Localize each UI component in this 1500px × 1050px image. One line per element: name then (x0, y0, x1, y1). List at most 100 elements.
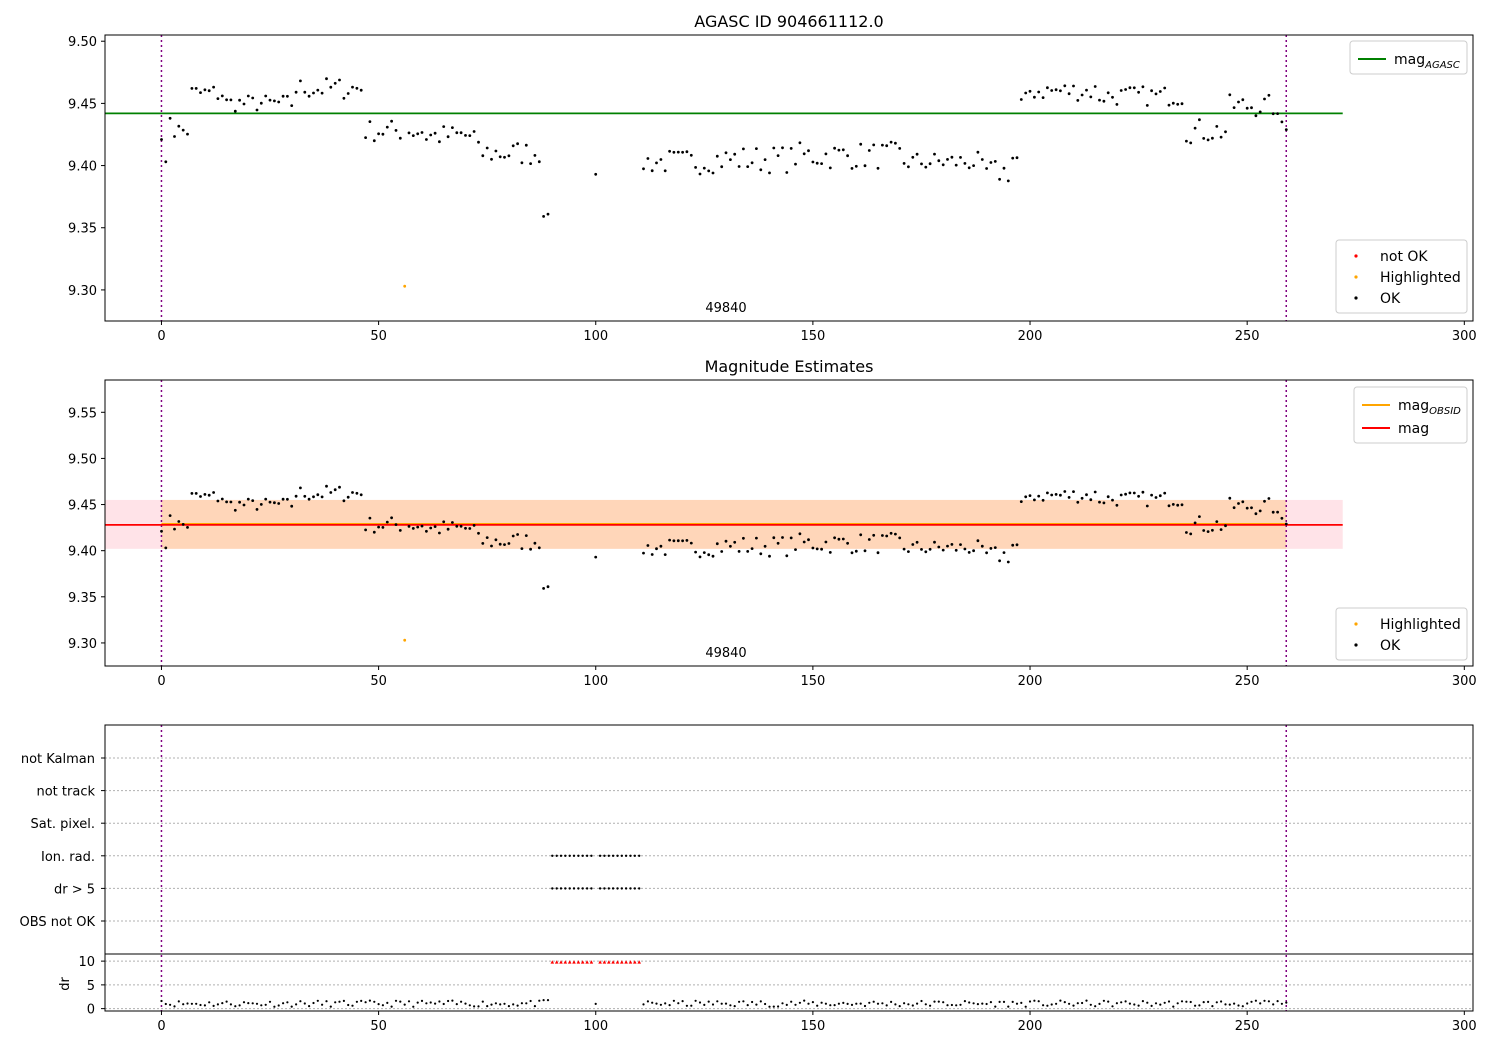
dr-point (1033, 999, 1036, 1002)
panel-1-y-tick-label: 9.50 (68, 35, 97, 50)
panel-2-ok-point (420, 524, 424, 528)
panel-1-ok-point (698, 172, 702, 176)
dr-point (1107, 1000, 1110, 1003)
dr-point (816, 1004, 819, 1007)
panel-1-ok-point (268, 98, 272, 102)
flag-point (611, 854, 615, 857)
panel-2-ok-point (1263, 499, 1266, 503)
panel-1-ok-point (372, 139, 376, 143)
dr-point (464, 1002, 467, 1005)
panel-1-ok-point (1150, 89, 1153, 93)
dr-point (525, 1002, 528, 1005)
panel-1-ok-point (503, 155, 506, 159)
dr-point (1237, 1004, 1240, 1007)
dr-point (242, 1001, 246, 1004)
panel-1-ok-point (1059, 89, 1062, 93)
panel-1-ok-point (246, 94, 250, 98)
dr-point (468, 1004, 471, 1007)
panel-2-ok-point (1128, 491, 1132, 495)
panel-1-ok-point (1232, 106, 1236, 109)
panel-1-ok-point (238, 98, 242, 102)
dr-point (1250, 1000, 1253, 1003)
flag-point (564, 854, 567, 857)
panel-2-ok-point (246, 497, 250, 501)
dr-point (364, 1001, 367, 1004)
panel-1-x-tick-label: 100 (583, 329, 608, 344)
panel-1-ok-point (759, 168, 763, 172)
dr-point (403, 1003, 406, 1006)
dr-point (1137, 1004, 1140, 1007)
panel-1-ok-point (946, 158, 949, 161)
dr-point (690, 1004, 693, 1007)
panel-1-ok-point (685, 150, 689, 154)
panel-2-ok-point (841, 537, 845, 541)
dr-point (1272, 1003, 1275, 1006)
panel-1-ok-point (1145, 104, 1149, 107)
panel-1-ok-point (920, 162, 923, 166)
panel-2-ok-point (759, 552, 763, 556)
dr-point (1241, 1005, 1244, 1008)
panel-2-ok-point (537, 546, 541, 550)
panel-2-x-tick-label: 250 (1235, 674, 1260, 689)
panel-2-ok-point (385, 520, 389, 524)
panel-1-point-legend: not OK Highlighted OK (1335, 239, 1468, 314)
panel-2-ok-point (707, 553, 711, 557)
dr-point (160, 999, 163, 1003)
panel-1-ok-point (516, 142, 519, 146)
panel-2-ok-point (1067, 496, 1071, 499)
panel-1-ok-point (989, 161, 993, 164)
panel-1-ok-point (472, 130, 476, 133)
panel-1-ok-point (1128, 86, 1132, 90)
panel-2-ok-point (220, 497, 224, 501)
dr-point (460, 1000, 463, 1003)
dr-point (698, 1001, 702, 1004)
panel-2-ok-point (867, 538, 871, 541)
panel-2-ok-point (203, 493, 207, 496)
panel-3-x-tick-label: 0 (157, 1019, 165, 1034)
dr-clipped-marker (567, 960, 572, 964)
panel-1-ok-point (1237, 100, 1240, 104)
magnitude-estimates-panel: Magnitude Estimates 0 50 100 150 200 250 300 9.… (68, 357, 1477, 689)
panel-2-ok-point (833, 536, 836, 540)
dr-point (876, 1002, 880, 1005)
panel-2-ok-point (854, 549, 858, 553)
panel-2-ok-point (164, 546, 168, 550)
panel-1-ok-point (1250, 106, 1253, 110)
panel-2-x-tick-label: 200 (1018, 674, 1043, 689)
panel-1-ok-point (451, 126, 454, 129)
dr-clipped-marker (554, 960, 559, 964)
panel-2-ok-point (181, 523, 185, 526)
panel-2-ok-point (451, 521, 454, 524)
panel-1-line-legend: magAGASC (1349, 40, 1468, 75)
dr-point (924, 1003, 927, 1006)
panel-2-ok-point (820, 547, 823, 551)
panel-2-ok-point (807, 538, 810, 542)
dr-point (890, 1000, 893, 1004)
panel-1-ok-point (781, 146, 784, 150)
panel-2-ok-point (481, 542, 485, 545)
dr-point (546, 999, 550, 1002)
panel-1-ok-point (325, 77, 328, 81)
dr-point (377, 1003, 380, 1006)
panel-1-ok-point (655, 161, 658, 165)
dr-point (959, 1003, 962, 1006)
panel-2-ok-point (516, 533, 519, 536)
panel-1-ok-point (876, 166, 880, 170)
panel-1-ok-point (511, 144, 515, 148)
panel-2-ok-point (1232, 506, 1236, 510)
panel-2-ok-point (976, 539, 980, 543)
panel-2-ok-point (798, 532, 802, 536)
panel-2-ok-point (1041, 498, 1045, 502)
panel-2-ok-point (881, 534, 884, 537)
flag-point (624, 887, 628, 890)
panel-2-ok-point (199, 495, 202, 498)
flag-point (620, 887, 623, 890)
dr-point (438, 1000, 441, 1003)
panel-1-ok-point (707, 169, 711, 173)
panel-1-ok-point (933, 152, 936, 156)
panel-1-ok-point (972, 164, 975, 168)
panel-2-ok-point (1245, 506, 1249, 510)
panel-2-ok-point (950, 543, 954, 546)
panel-1-ok-point (346, 92, 350, 95)
panel-1-ok-point (520, 161, 524, 165)
